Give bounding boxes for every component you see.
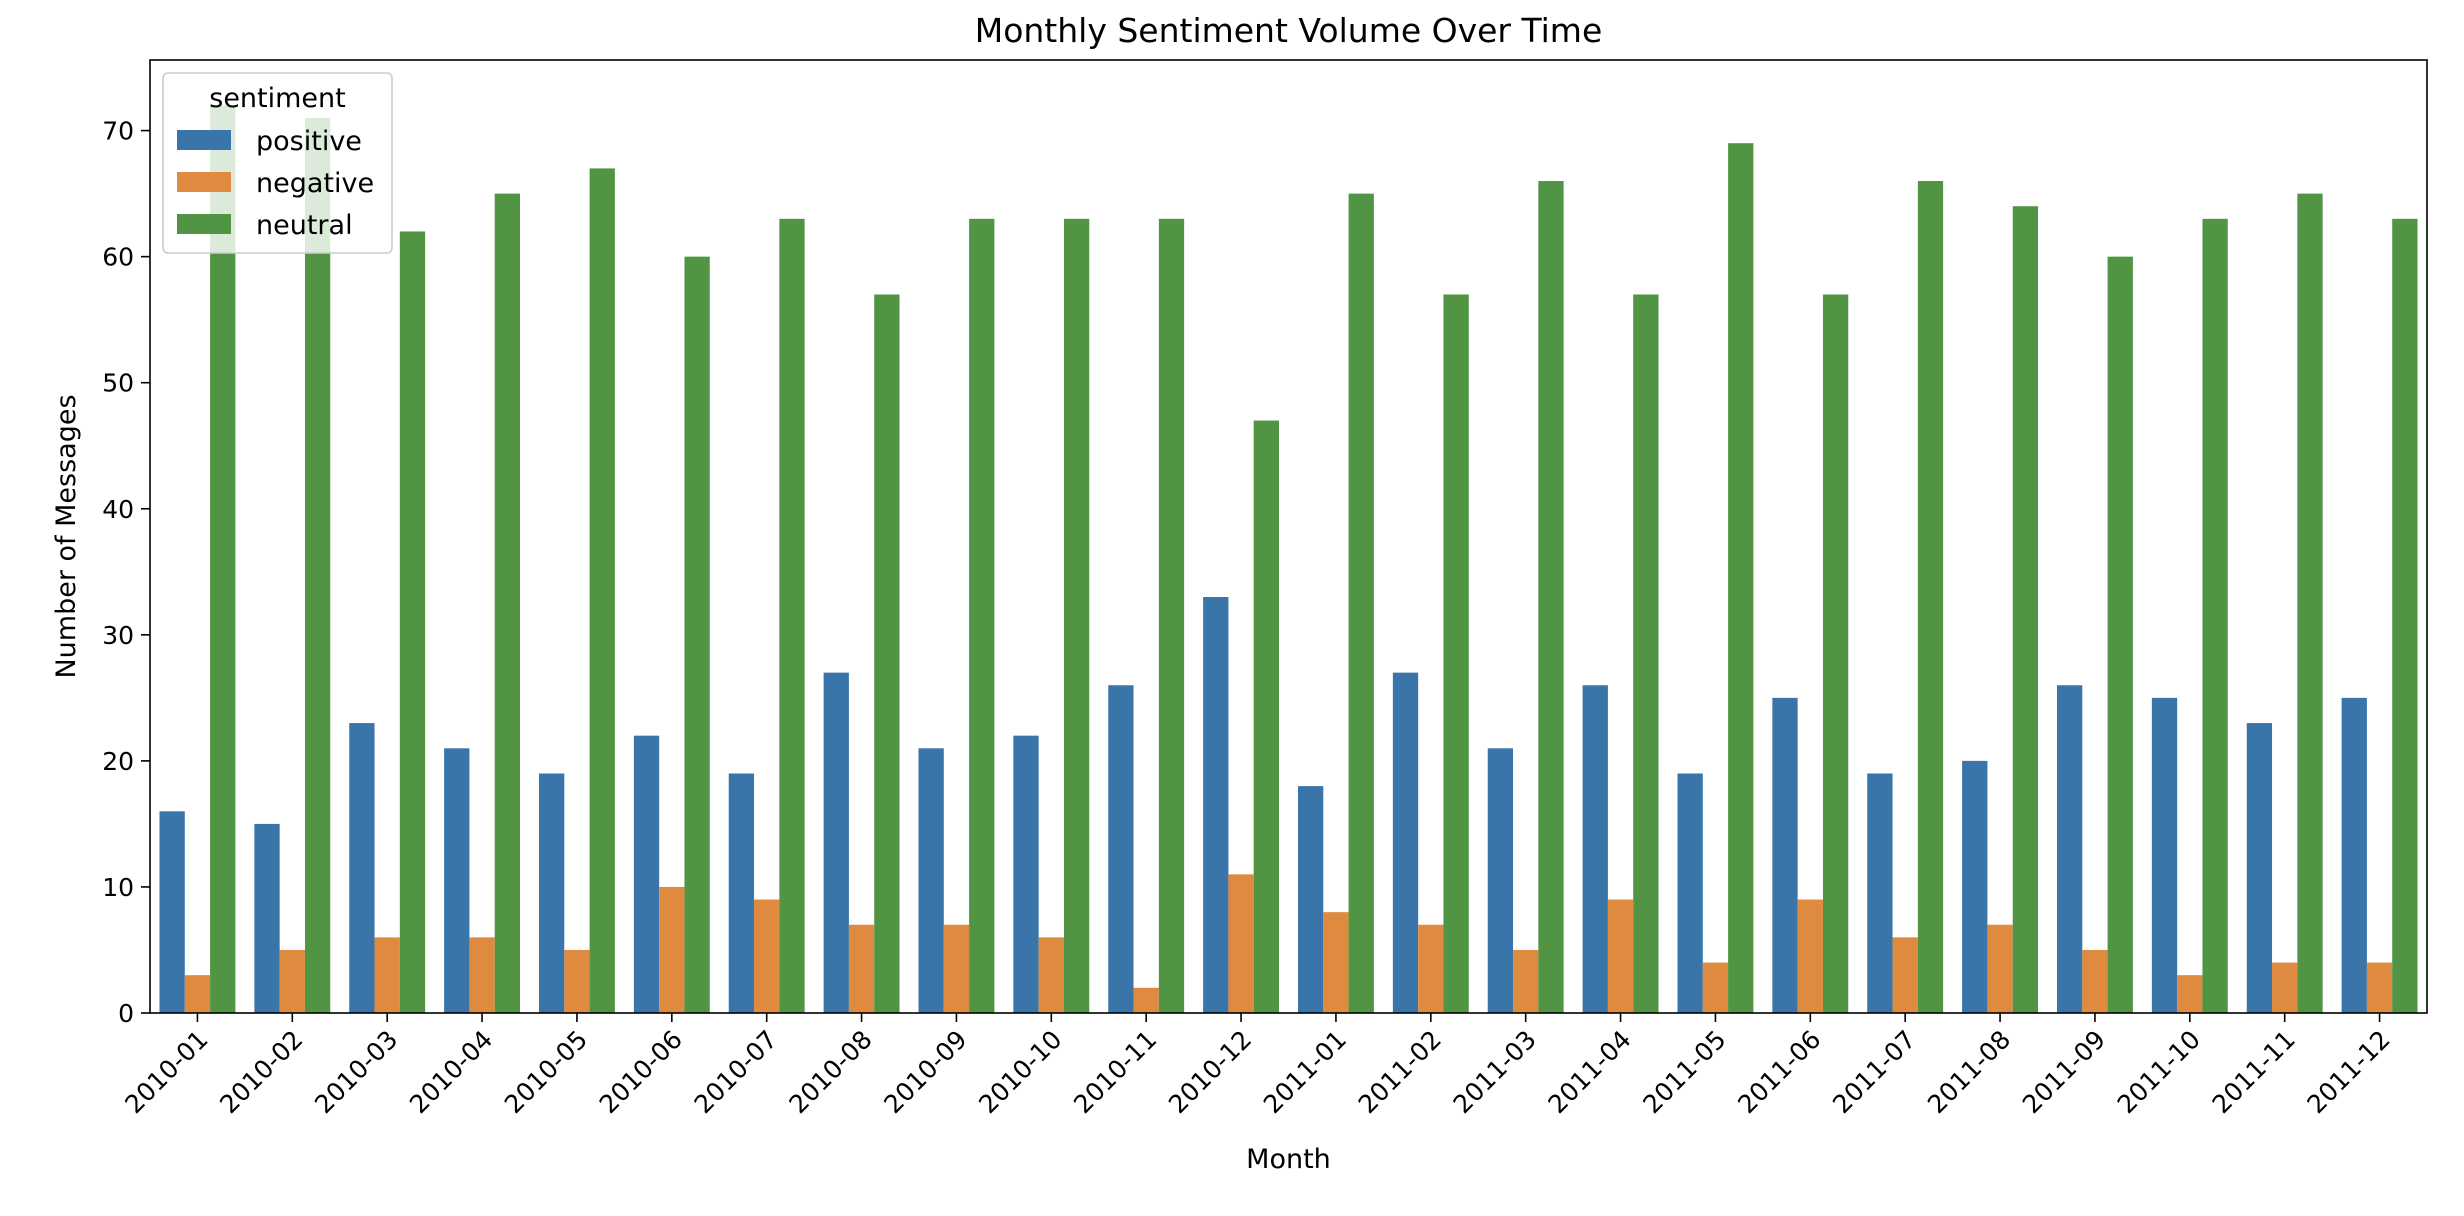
y-tick-label: 30: [102, 621, 134, 650]
bar-neutral-2011-08: [2012, 206, 2039, 1014]
bar-negative-2010-08: [848, 924, 875, 1013]
bar-positive-2011-03: [1487, 748, 1514, 1013]
legend-title: sentiment: [209, 83, 346, 114]
bar-positive-2010-10: [1013, 735, 1039, 1013]
legend: sentiment positive negative neutral: [162, 72, 393, 254]
bar-negative-2011-11: [2272, 962, 2298, 1013]
bar-negative-2011-01: [1323, 912, 1349, 1013]
bar-positive-2010-02: [254, 823, 280, 1013]
bar-negative-2011-08: [1987, 924, 2013, 1013]
bar-negative-2010-10: [1038, 937, 1064, 1013]
bar-negative-2010-06: [659, 886, 685, 1013]
bar-negative-2010-04: [469, 937, 495, 1013]
bar-neutral-2011-04: [1633, 294, 1659, 1014]
bar-positive-2010-08: [823, 672, 849, 1013]
bar-positive-2010-05: [538, 773, 565, 1013]
y-tick-label: 10: [102, 873, 134, 902]
bar-positive-2010-11: [1108, 685, 1134, 1013]
bar-positive-2011-09: [2056, 685, 2083, 1013]
bar-negative-2010-12: [1228, 874, 1254, 1013]
y-tick-label: 70: [102, 117, 134, 146]
bar-negative-2011-12: [2366, 962, 2393, 1013]
y-tick-label: 20: [102, 747, 134, 776]
y-tick-label: 60: [102, 243, 134, 272]
bar-positive-2010-09: [918, 748, 944, 1013]
bar-neutral-2011-02: [1443, 294, 1469, 1014]
x-axis-label: Month: [1246, 1144, 1331, 1175]
bar-neutral-2011-07: [1917, 181, 1944, 1013]
bar-neutral-2010-06: [684, 256, 710, 1013]
bar-negative-2010-05: [564, 949, 590, 1013]
legend-swatch-negative: [177, 172, 231, 192]
bar-positive-2010-03: [349, 723, 375, 1013]
bar-positive-2011-01: [1297, 786, 1324, 1013]
y-tick-label: 50: [102, 369, 134, 398]
bar-positive-2010-12: [1203, 597, 1229, 1013]
bar-neutral-2011-11: [2297, 193, 2323, 1013]
legend-label-neutral: neutral: [256, 210, 353, 241]
bar-negative-2011-10: [2177, 975, 2203, 1013]
bar-negative-2011-07: [1892, 937, 1918, 1013]
bar-negative-2010-03: [374, 937, 400, 1013]
bar-negative-2011-03: [1513, 949, 1539, 1013]
legend-label-negative: negative: [256, 168, 374, 199]
chart-title: Monthly Sentiment Volume Over Time: [975, 11, 1603, 50]
bar-negative-2010-02: [279, 949, 305, 1013]
bar-negative-2011-02: [1418, 924, 1444, 1013]
bar-neutral-2011-12: [2392, 218, 2418, 1013]
bars-layer: [159, 105, 2418, 1014]
bar-neutral-2010-10: [1063, 218, 1090, 1013]
bar-positive-2011-04: [1582, 685, 1608, 1013]
bar-neutral-2010-02: [304, 117, 331, 1014]
bar-neutral-2010-01: [210, 105, 236, 1013]
bar-negative-2010-01: [184, 975, 211, 1013]
bar-neutral-2011-03: [1538, 181, 1564, 1013]
bar-negative-2010-09: [943, 924, 970, 1013]
bar-neutral-2011-01: [1348, 193, 1374, 1013]
plot-frame: [149, 59, 2428, 1014]
y-axis: 0 10 20 30 40 50 60 70: [102, 117, 150, 1028]
bar-positive-2010-01: [159, 811, 185, 1013]
bar-neutral-2010-11: [1158, 218, 1185, 1013]
bar-positive-2011-10: [2151, 697, 2178, 1013]
bar-positive-2010-04: [444, 748, 470, 1013]
bar-positive-2011-06: [1772, 697, 1798, 1013]
y-tick-label: 40: [102, 495, 134, 524]
bar-neutral-2010-05: [589, 168, 615, 1013]
bar-positive-2011-08: [1962, 760, 1988, 1013]
bar-neutral-2010-08: [874, 294, 900, 1014]
bar-positive-2011-11: [2246, 723, 2273, 1013]
bar-negative-2010-11: [1133, 987, 1159, 1013]
bar-neutral-2011-10: [2202, 218, 2228, 1013]
bar-negative-2011-06: [1797, 899, 1823, 1013]
bar-negative-2011-09: [2082, 949, 2108, 1013]
bar-positive-2011-02: [1392, 672, 1419, 1013]
legend-swatch-positive: [177, 130, 231, 150]
bar-positive-2010-07: [728, 773, 755, 1013]
bar-negative-2011-04: [1607, 899, 1634, 1013]
legend-swatch-neutral: [177, 214, 231, 234]
legend-label-positive: positive: [256, 126, 362, 157]
bar-neutral-2010-04: [494, 193, 521, 1013]
bar-positive-2010-06: [633, 735, 660, 1013]
bar-neutral-2011-05: [1728, 143, 1754, 1013]
bar-positive-2011-12: [2341, 697, 2367, 1013]
bar-negative-2010-07: [754, 899, 780, 1013]
y-tick-label: 0: [118, 999, 134, 1028]
y-axis-label: Number of Messages: [51, 394, 82, 678]
bar-positive-2011-05: [1677, 773, 1703, 1013]
legend-box: [162, 72, 393, 254]
legend-items: positive negative neutral: [177, 126, 374, 241]
bar-neutral-2010-07: [779, 218, 805, 1013]
bar-positive-2011-07: [1867, 773, 1893, 1013]
bar-neutral-2011-09: [2107, 256, 2133, 1013]
bar-neutral-2011-06: [1822, 294, 1849, 1014]
bar-neutral-2010-09: [969, 218, 995, 1013]
bar-neutral-2010-12: [1253, 420, 1280, 1013]
bar-neutral-2010-03: [399, 231, 426, 1013]
bar-negative-2011-05: [1702, 962, 1729, 1013]
